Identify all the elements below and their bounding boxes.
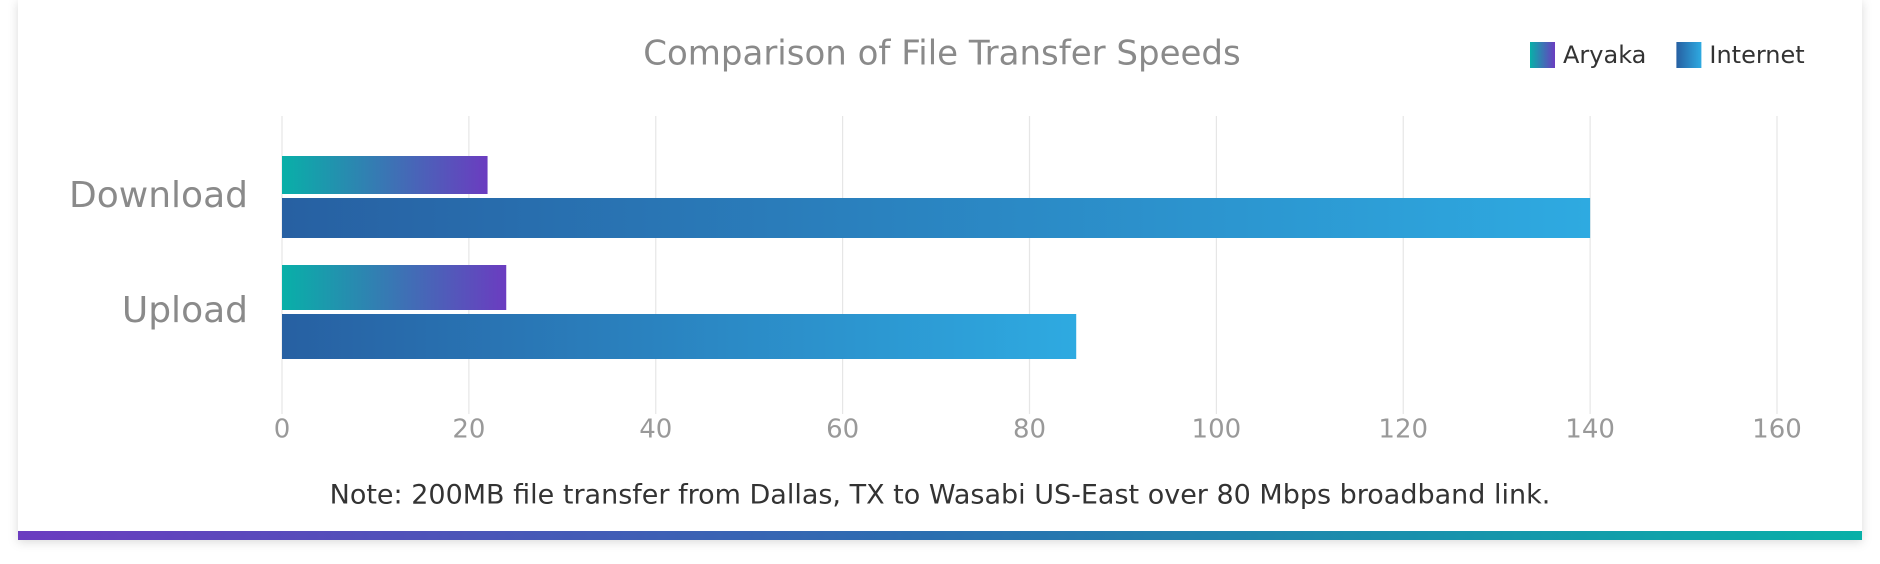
x-tick-label: 160: [1752, 415, 1802, 445]
accent-bar: [18, 531, 1862, 540]
x-tick-label: 140: [1565, 415, 1615, 445]
bar: [282, 198, 1591, 238]
x-tick-label: 0: [274, 415, 291, 445]
legend-swatch: [1676, 42, 1702, 68]
legend-label: Internet: [1709, 41, 1804, 69]
x-tick-label: 100: [1192, 415, 1242, 445]
chart-title: Comparison of File Transfer Speeds: [643, 34, 1240, 74]
x-tick-label: 60: [826, 415, 859, 445]
note: Note: 200MB file transfer from Dallas, T…: [330, 480, 1551, 511]
x-tick-label: 120: [1378, 415, 1428, 445]
bar: [282, 156, 488, 194]
x-tick-label: 80: [1013, 415, 1046, 445]
legend-label: Aryaka: [1563, 41, 1646, 69]
bar: [282, 314, 1077, 359]
x-tick-label: 20: [452, 415, 485, 445]
y-tick-label: Upload: [122, 290, 248, 331]
legend-swatch: [1530, 42, 1555, 68]
y-tick-label: Download: [69, 175, 248, 216]
x-tick-label: 40: [639, 415, 672, 445]
bar: [282, 265, 507, 310]
